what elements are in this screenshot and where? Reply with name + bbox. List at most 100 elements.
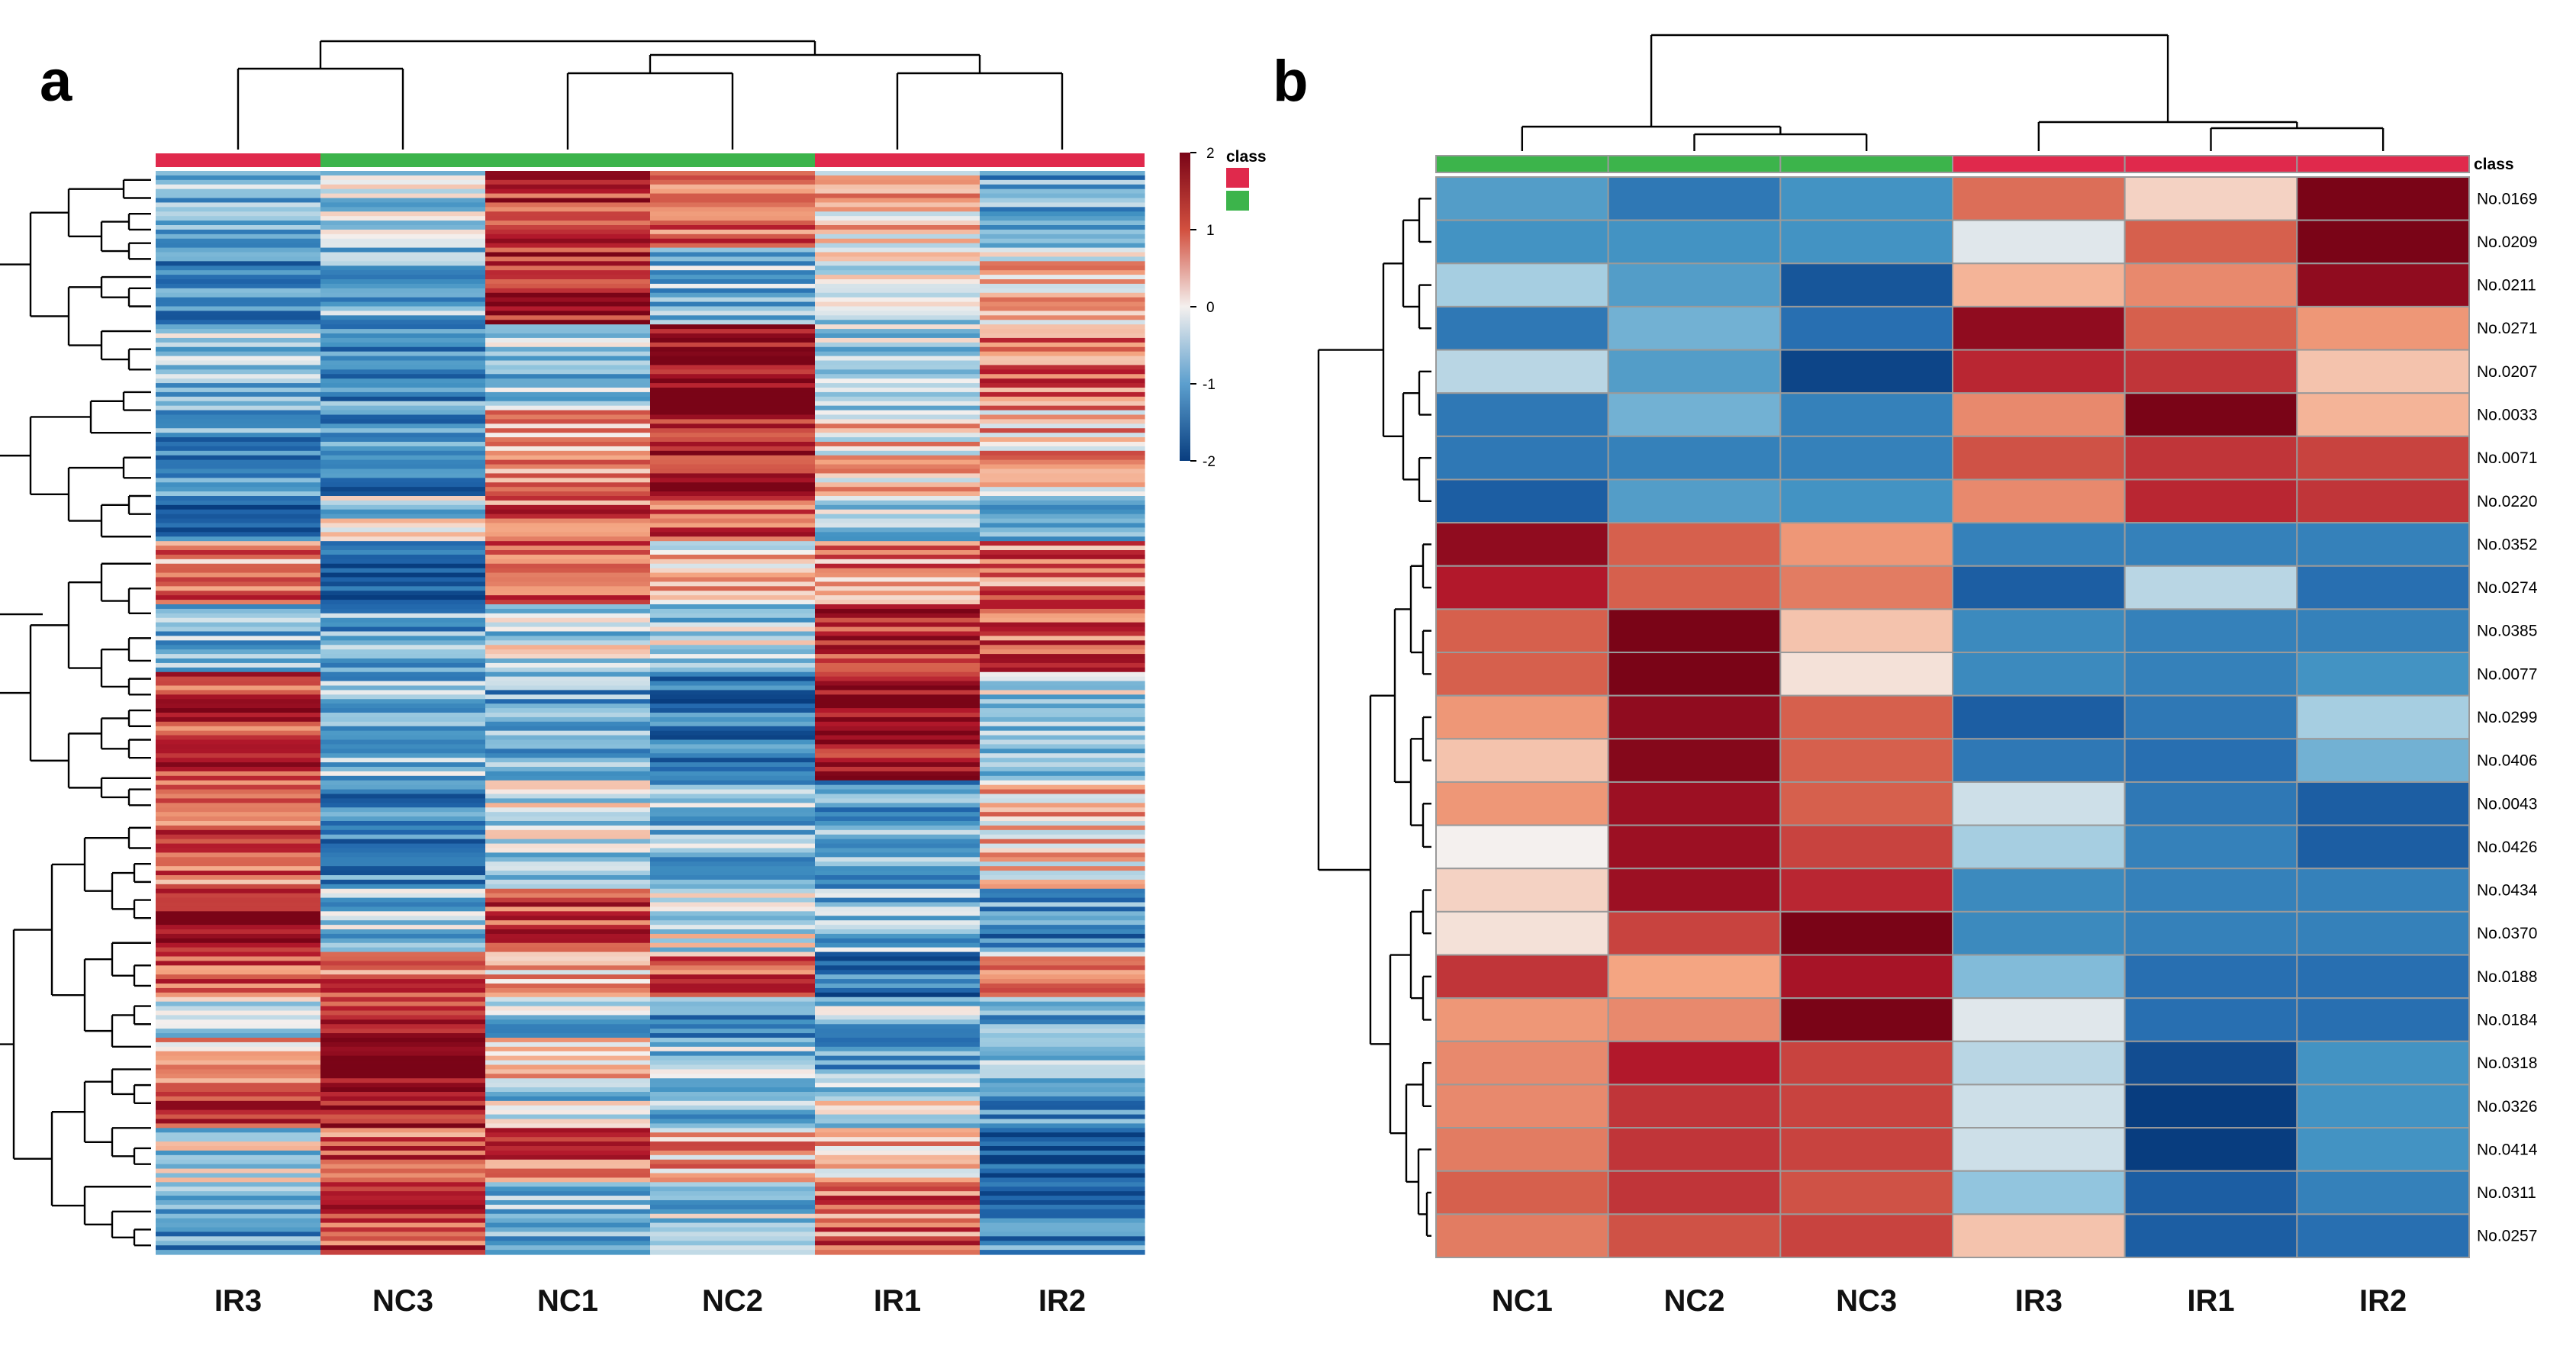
heatmap-a-cell: [815, 1236, 980, 1241]
heatmap-a-cell: [320, 632, 486, 637]
heatmap-a-cell: [980, 875, 1145, 881]
heatmap-a-cell: [156, 1051, 321, 1057]
heatmap-a-cell: [980, 649, 1145, 655]
heatmap-a-cell: [485, 880, 651, 885]
row-label-b: No.0077: [2477, 665, 2537, 683]
heatmap-a-cell: [815, 225, 980, 230]
heatmap-a-cell: [650, 338, 816, 343]
heatmap-a-cell: [980, 952, 1145, 958]
heatmap-a-cell: [815, 880, 980, 885]
heatmap-a-cell: [980, 957, 1145, 962]
heatmap-a-cell: [156, 1069, 321, 1074]
heatmap-a-cell: [980, 230, 1145, 235]
heatmap-a-cell: [980, 1177, 1145, 1183]
heatmap-a-cell: [485, 767, 651, 772]
class-bar-a-cell: [650, 153, 815, 167]
heatmap-a-cell: [650, 378, 816, 384]
heatmap-a-cell: [650, 433, 816, 438]
heatmap-a-cell: [650, 501, 816, 506]
heatmap-b-cells: [1436, 177, 2469, 1257]
heatmap-a-cell: [156, 839, 321, 845]
heatmap-a-cell: [650, 762, 816, 768]
heatmap-a-cell: [156, 790, 321, 795]
row-label-b: No.0184: [2477, 1011, 2538, 1029]
row-label-b: No.0257: [2477, 1228, 2537, 1245]
heatmap-a-cell: [815, 686, 980, 691]
heatmap-a-cell: [156, 893, 321, 899]
heatmap-a-cell: [320, 1033, 486, 1038]
heatmap-b-cell: [2297, 609, 2469, 652]
heatmap-a-cell: [980, 934, 1145, 939]
heatmap-a-cell: [815, 965, 980, 971]
heatmap-a-cell: [815, 1074, 980, 1079]
heatmap-a-cell: [156, 401, 321, 407]
heatmap-a-cell: [156, 1146, 321, 1151]
heatmap-a-cell: [650, 333, 816, 339]
heatmap-a-cell: [815, 216, 980, 221]
heatmap-b-cell: [1436, 1128, 1608, 1171]
heatmap-a-cell: [980, 943, 1145, 948]
heatmap-a-cell: [815, 767, 980, 772]
heatmap-a-cell: [650, 239, 816, 244]
row-label-b: No.0370: [2477, 925, 2537, 942]
heatmap-a-cell: [980, 491, 1145, 497]
heatmap-a-cell: [156, 776, 321, 781]
heatmap-a-cell: [320, 1087, 486, 1093]
heatmap-a-cell: [320, 333, 486, 339]
heatmap-a-cell: [485, 1151, 651, 1156]
heatmap-a-cell: [650, 1002, 816, 1007]
heatmap-a-cell: [320, 736, 486, 741]
heatmap-a-cell: [485, 175, 651, 181]
heatmap-b-cell: [1780, 307, 1953, 350]
heatmap-a-cell: [320, 1245, 486, 1251]
heatmap-a-cell: [980, 378, 1145, 384]
column-label-b: NC2: [1663, 1284, 1724, 1318]
heatmap-b-cell: [1953, 221, 2125, 264]
heatmap-a-cell: [485, 225, 651, 230]
heatmap-a-cell: [485, 1033, 651, 1038]
heatmap-a-cell: [980, 1115, 1145, 1120]
heatmap-a-cell: [156, 532, 321, 537]
heatmap-a-cell: [980, 239, 1145, 244]
heatmap-a-cell: [650, 1083, 816, 1088]
heatmap-a-cell: [485, 1110, 651, 1116]
heatmap-a-cell: [815, 1223, 980, 1228]
heatmap-a-cell: [485, 460, 651, 465]
heatmap-a-cell: [320, 906, 486, 912]
heatmap-a-cell: [815, 835, 980, 840]
heatmap-a-cell: [320, 451, 486, 456]
heatmap-a-cell: [980, 478, 1145, 483]
heatmap-a-cell: [485, 198, 651, 204]
heatmap-b-cell: [1608, 652, 1781, 696]
heatmap-a-cell: [980, 609, 1145, 614]
heatmap-a-cell: [980, 762, 1145, 768]
heatmap-a-cell: [815, 288, 980, 294]
heatmap-a-cell: [815, 1092, 980, 1097]
heatmap-a-cell: [650, 198, 816, 204]
heatmap-a-cell: [320, 338, 486, 343]
heatmap-a-cell: [980, 189, 1145, 195]
heatmap-a-cell: [320, 636, 486, 641]
class-bar-b-cell: [2125, 156, 2297, 172]
heatmap-a-cell: [485, 654, 651, 659]
heatmap-b-cell: [1436, 826, 1608, 869]
heatmap-b-cell: [1608, 998, 1781, 1042]
heatmap-a-cell: [980, 1019, 1145, 1025]
heatmap-a-cell: [320, 1155, 486, 1161]
heatmap-a-cell: [815, 1061, 980, 1066]
heatmap-a-cell: [815, 821, 980, 826]
heatmap-a-cell: [815, 970, 980, 975]
heatmap-a-cell: [156, 961, 321, 966]
heatmap-a-cell: [815, 731, 980, 736]
heatmap-a-cell: [980, 207, 1145, 212]
scale-tick-2: 2: [1206, 146, 1215, 162]
heatmap-a-cell: [320, 1123, 486, 1128]
heatmap-b-cell: [1953, 696, 2125, 739]
heatmap-a-cell: [650, 1236, 816, 1241]
heatmap-a-cell: [485, 1002, 651, 1007]
heatmap-panel-a: IR3 NC3 NC1 NC2 IR1 IR2 2 1 0 -1 -2: [0, 41, 1267, 1318]
heatmap-a-cell: [815, 410, 980, 416]
heatmap-b-cell: [2125, 1171, 2297, 1215]
heatmap-a-cell: [650, 1123, 816, 1128]
heatmap-a-cell: [156, 785, 321, 790]
